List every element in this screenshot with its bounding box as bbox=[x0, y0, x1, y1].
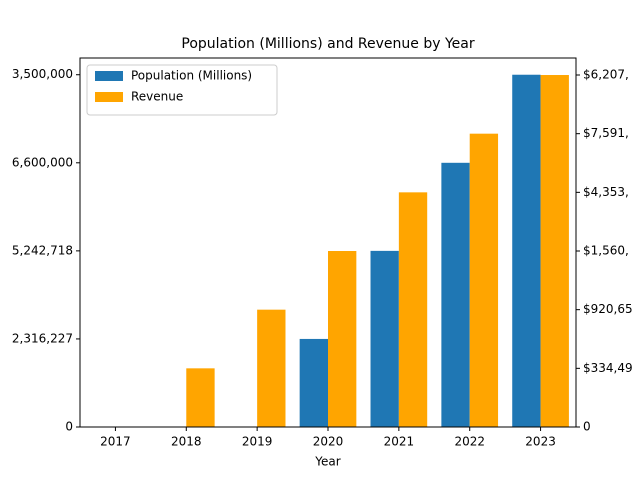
bar bbox=[257, 309, 286, 427]
y2-tick-label: $7,591, bbox=[583, 126, 629, 140]
bar bbox=[328, 251, 357, 427]
chart-title: Population (Millions) and Revenue by Yea… bbox=[181, 36, 474, 52]
y2-tick-label: 0 bbox=[583, 420, 591, 434]
y2-tick-label: $6,207, bbox=[583, 68, 629, 82]
y-tick-label: 3,500,000 bbox=[12, 67, 73, 81]
bar bbox=[469, 133, 499, 428]
x-tick-label: 2022 bbox=[454, 435, 485, 449]
legend-box bbox=[86, 64, 278, 116]
legend-label: Revenue bbox=[131, 90, 183, 104]
bar bbox=[186, 368, 215, 427]
y-tick-label: 5,242,718 bbox=[12, 243, 73, 257]
x-tick-label: 2018 bbox=[171, 435, 202, 449]
legend-label: Population (Millions) bbox=[131, 69, 252, 83]
y-tick-label: 6,600,000 bbox=[12, 155, 73, 169]
x-tick-label: 2021 bbox=[384, 435, 415, 449]
y2-tick-label: $920,65 bbox=[583, 302, 633, 316]
bar bbox=[370, 250, 399, 427]
legend-swatch bbox=[95, 71, 123, 81]
x-tick-label: 2023 bbox=[525, 435, 556, 449]
y2-tick-label: $4,353, bbox=[583, 185, 629, 199]
x-tick-label: 2017 bbox=[100, 435, 131, 449]
y-tick-label: 2,316,227 bbox=[12, 331, 73, 345]
legend-swatch bbox=[95, 92, 123, 102]
bar bbox=[540, 75, 569, 427]
y-tick-label: 0 bbox=[65, 420, 73, 434]
x-tick-label: 2019 bbox=[242, 435, 273, 449]
y2-tick-label: $334,49 bbox=[583, 361, 633, 375]
y2-tick-label: $1,560, bbox=[583, 244, 629, 258]
bar bbox=[512, 74, 541, 427]
bar bbox=[441, 162, 470, 427]
x-axis-label: Year bbox=[314, 455, 340, 469]
bar bbox=[398, 192, 428, 427]
x-tick-label: 2020 bbox=[313, 435, 344, 449]
bar bbox=[299, 338, 328, 427]
